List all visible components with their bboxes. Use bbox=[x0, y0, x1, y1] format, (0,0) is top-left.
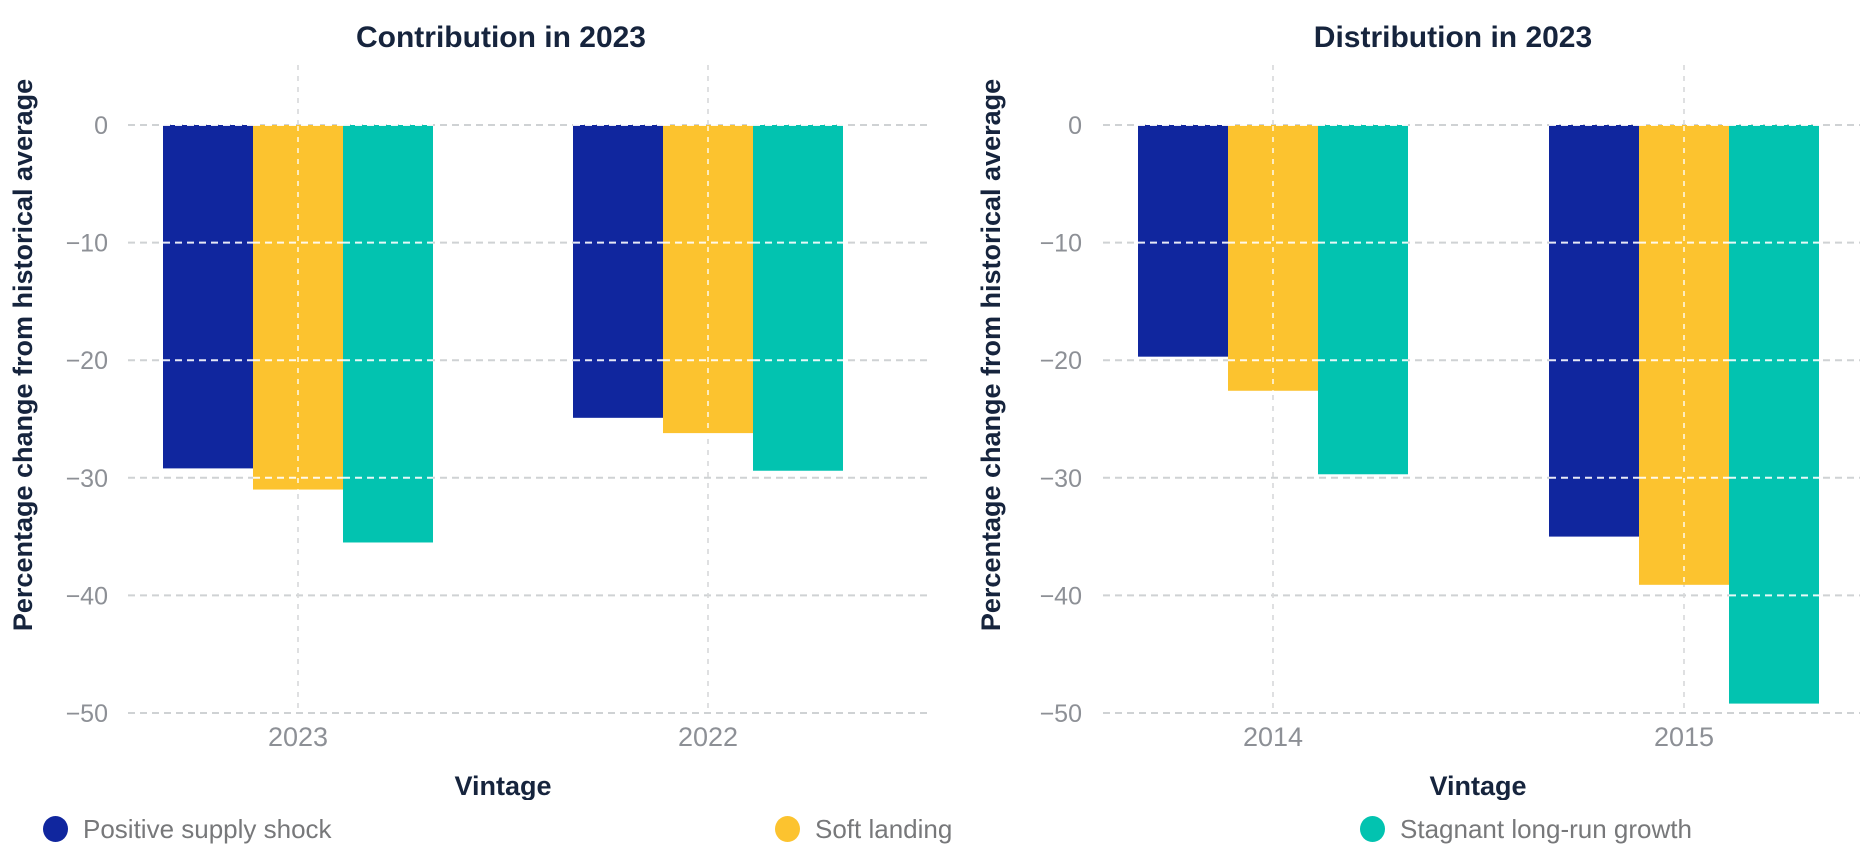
x-tick-label: 2015 bbox=[1654, 722, 1714, 752]
chart-contribution: 0 −10 −20 −30 −40 −50 2023 2022 Contribution in… bbox=[8, 21, 932, 800]
bar-positive-supply-shock-2023 bbox=[163, 125, 253, 469]
y-axis-label: Percentage change from historical averag… bbox=[976, 79, 1006, 631]
legend-item-stagnant-long-run-growth: Stagnant long-run growth bbox=[1360, 816, 1692, 842]
legend-label: Stagnant long-run growth bbox=[1400, 814, 1692, 844]
legend-label: Positive supply shock bbox=[83, 814, 332, 844]
legend-marker-soft-landing bbox=[775, 816, 800, 842]
y-tick-label: −50 bbox=[1040, 700, 1082, 728]
plot-area: 0 −10 −20 −30 −40 −50 2023 2022 bbox=[66, 65, 932, 752]
x-tick-label: 2023 bbox=[268, 722, 328, 752]
chart-title: Contribution in 2023 bbox=[356, 21, 646, 54]
x-tick-label: 2022 bbox=[678, 722, 738, 752]
legend-marker-stagnant-long-run-growth bbox=[1360, 816, 1385, 842]
y-tick-label: −20 bbox=[66, 347, 108, 375]
y-tick-label: −10 bbox=[1040, 230, 1082, 258]
y-tick-label: −20 bbox=[1040, 347, 1082, 375]
chart-distribution: 0 −10 −20 −30 −40 −50 2014 2015 Distribution in… bbox=[976, 21, 1860, 800]
legend-item-soft-landing: Soft landing bbox=[775, 816, 952, 842]
y-tick-label: 0 bbox=[94, 112, 108, 140]
y-tick-label: −30 bbox=[66, 465, 108, 493]
bar-stagnant-long-run-growth-2014 bbox=[1318, 125, 1408, 475]
y-tick-label: −40 bbox=[1040, 582, 1082, 610]
legend-item-positive-supply-shock: Positive supply shock bbox=[43, 816, 332, 842]
bar-stagnant-long-run-growth-2023 bbox=[343, 125, 433, 543]
legend-label: Soft landing bbox=[815, 814, 953, 844]
y-tick-label: −10 bbox=[66, 230, 108, 258]
x-axis-label: Vintage bbox=[1429, 771, 1526, 800]
y-tick-label: −30 bbox=[1040, 465, 1082, 493]
y-axis-label: Percentage change from historical averag… bbox=[8, 79, 38, 631]
bar-soft-landing-2015 bbox=[1639, 125, 1729, 585]
bar-positive-supply-shock-2014 bbox=[1138, 125, 1228, 357]
bar-stagnant-long-run-growth-2022 bbox=[753, 125, 843, 471]
y-tick-label: −50 bbox=[66, 700, 108, 728]
plot-area: 0 −10 −20 −30 −40 −50 2014 2015 bbox=[1040, 65, 1860, 752]
y-tick-label: −40 bbox=[66, 582, 108, 610]
legend-marker-positive-supply-shock bbox=[43, 816, 68, 842]
bar-positive-supply-shock-2015 bbox=[1549, 125, 1639, 537]
x-tick-label: 2014 bbox=[1243, 722, 1303, 752]
bar-stagnant-long-run-growth-2015 bbox=[1729, 125, 1819, 704]
bar-positive-supply-shock-2022 bbox=[573, 125, 663, 418]
legend: Positive supply shock Soft landing Stagn… bbox=[0, 810, 1870, 864]
y-tick-label: 0 bbox=[1068, 112, 1082, 140]
chart-title: Distribution in 2023 bbox=[1314, 21, 1592, 54]
x-axis-label: Vintage bbox=[454, 771, 551, 800]
